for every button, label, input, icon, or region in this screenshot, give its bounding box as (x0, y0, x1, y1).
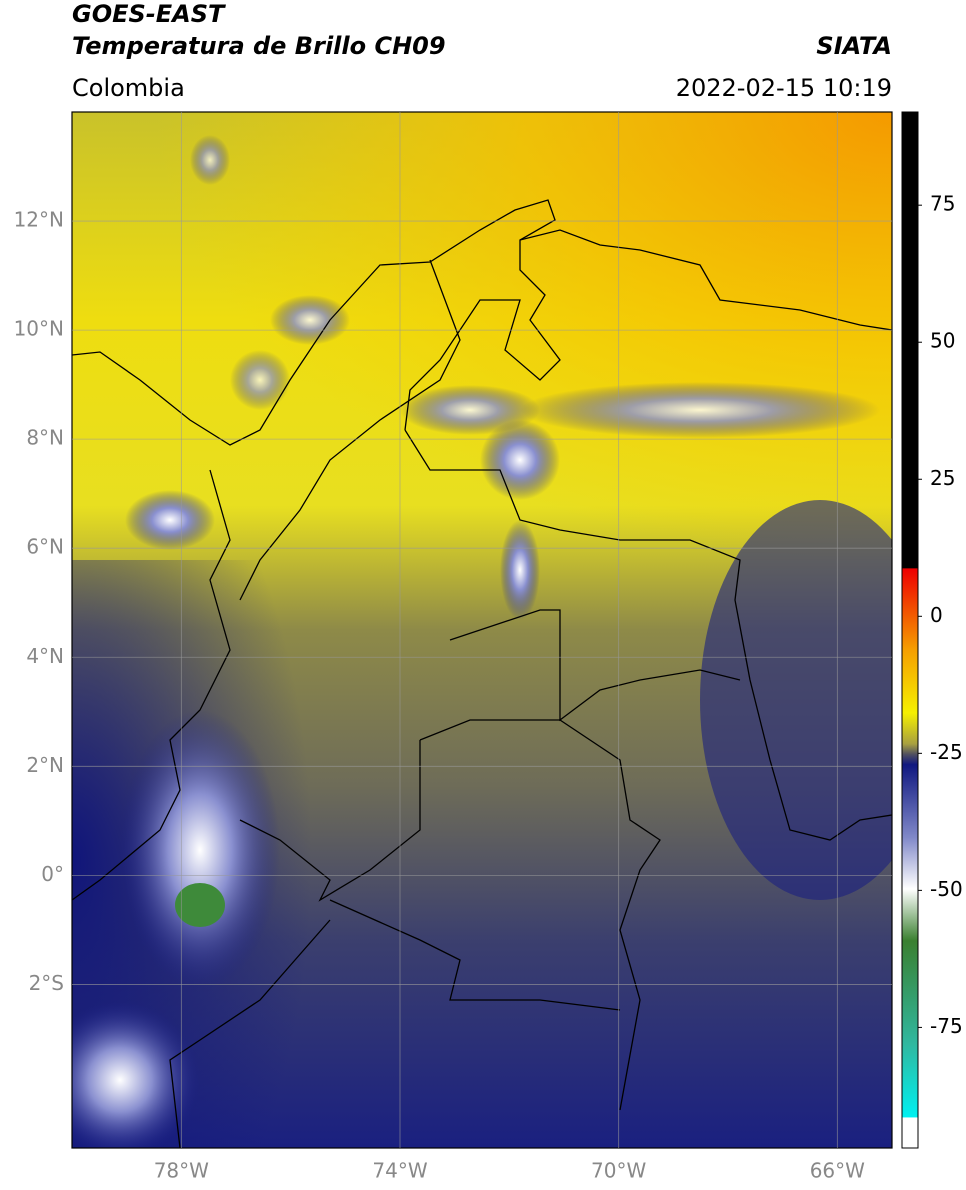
colorbar (901, 111, 919, 1149)
title: GOES-EAST (72, 0, 226, 28)
colorbar-tick-label: 0 (930, 603, 943, 627)
lon-tick-label: 78°W (154, 1159, 209, 1183)
lon-tick-label: 74°W (372, 1159, 427, 1183)
satellite-image (72, 112, 892, 1148)
colorbar-tick-label: 50 (930, 329, 955, 353)
lat-tick-label: 10°N (14, 317, 64, 341)
datetime: 2022-02-15 10:19 (676, 74, 892, 102)
region: Colombia (72, 74, 185, 102)
lat-tick-label: 12°N (14, 208, 64, 232)
lat-tick-label: 2°N (26, 753, 64, 777)
colorbar-tick-label: -50 (930, 877, 963, 901)
lat-tick-label: 6°N (26, 535, 64, 559)
colorbar-tick-label: 75 (930, 192, 955, 216)
lon-tick-label: 70°W (591, 1159, 646, 1183)
source: SIATA (816, 32, 892, 60)
lat-tick-label: 0° (41, 862, 64, 886)
lon-tick-label: 66°W (810, 1159, 865, 1183)
colorbar-tick-label: 25 (930, 466, 955, 490)
lat-tick-label: 8°N (26, 426, 64, 450)
map-frame (71, 111, 893, 1149)
subtitle: Temperatura de Brillo CH09 (72, 32, 446, 60)
colorbar-tick-label: -75 (930, 1014, 963, 1038)
lat-tick-label: 4°N (26, 644, 64, 668)
lat-tick-label: 2°S (29, 971, 64, 995)
colorbar-tick-label: -25 (930, 740, 963, 764)
